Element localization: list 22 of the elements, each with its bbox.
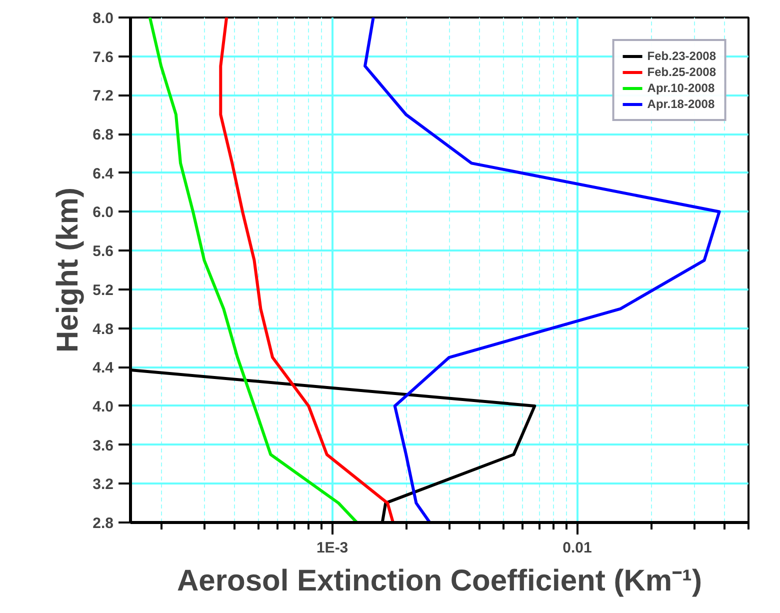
y-tick-label: 6.0	[92, 204, 114, 222]
y-tick-label: 3.6	[92, 437, 114, 454]
y-tick-label: 5.6	[92, 243, 114, 260]
y-tick-label: 6.4	[92, 165, 114, 182]
y-tick-label: 4.0	[92, 398, 114, 416]
y-tick-label: 7.6	[92, 48, 114, 66]
x-axis-title: Aerosol Extinction Coefficient (Km⁻¹)	[176, 564, 702, 598]
legend-label: Feb.25-2008	[647, 65, 716, 79]
y-tick-label: 3.2	[92, 476, 114, 494]
legend-label: Apr.18-2008	[647, 97, 715, 111]
y-tick-label: 6.8	[92, 126, 114, 144]
legend-label: Feb.23-2008	[647, 49, 716, 63]
y-axis-title: Height (km)	[52, 188, 85, 352]
y-tick-label: 2.8	[92, 515, 114, 532]
y-tick-label: 8.0	[92, 10, 114, 27]
y-tick-label: 7.2	[92, 88, 114, 105]
y-tick-label: 4.4	[92, 360, 114, 377]
y-tick-label: 4.8	[92, 320, 114, 338]
legend-label: Apr.10-2008	[647, 81, 715, 95]
x-tick-label: 1E-3	[316, 540, 348, 556]
x-tick-label: 0.01	[562, 540, 592, 556]
y-tick-label: 5.2	[92, 282, 114, 299]
